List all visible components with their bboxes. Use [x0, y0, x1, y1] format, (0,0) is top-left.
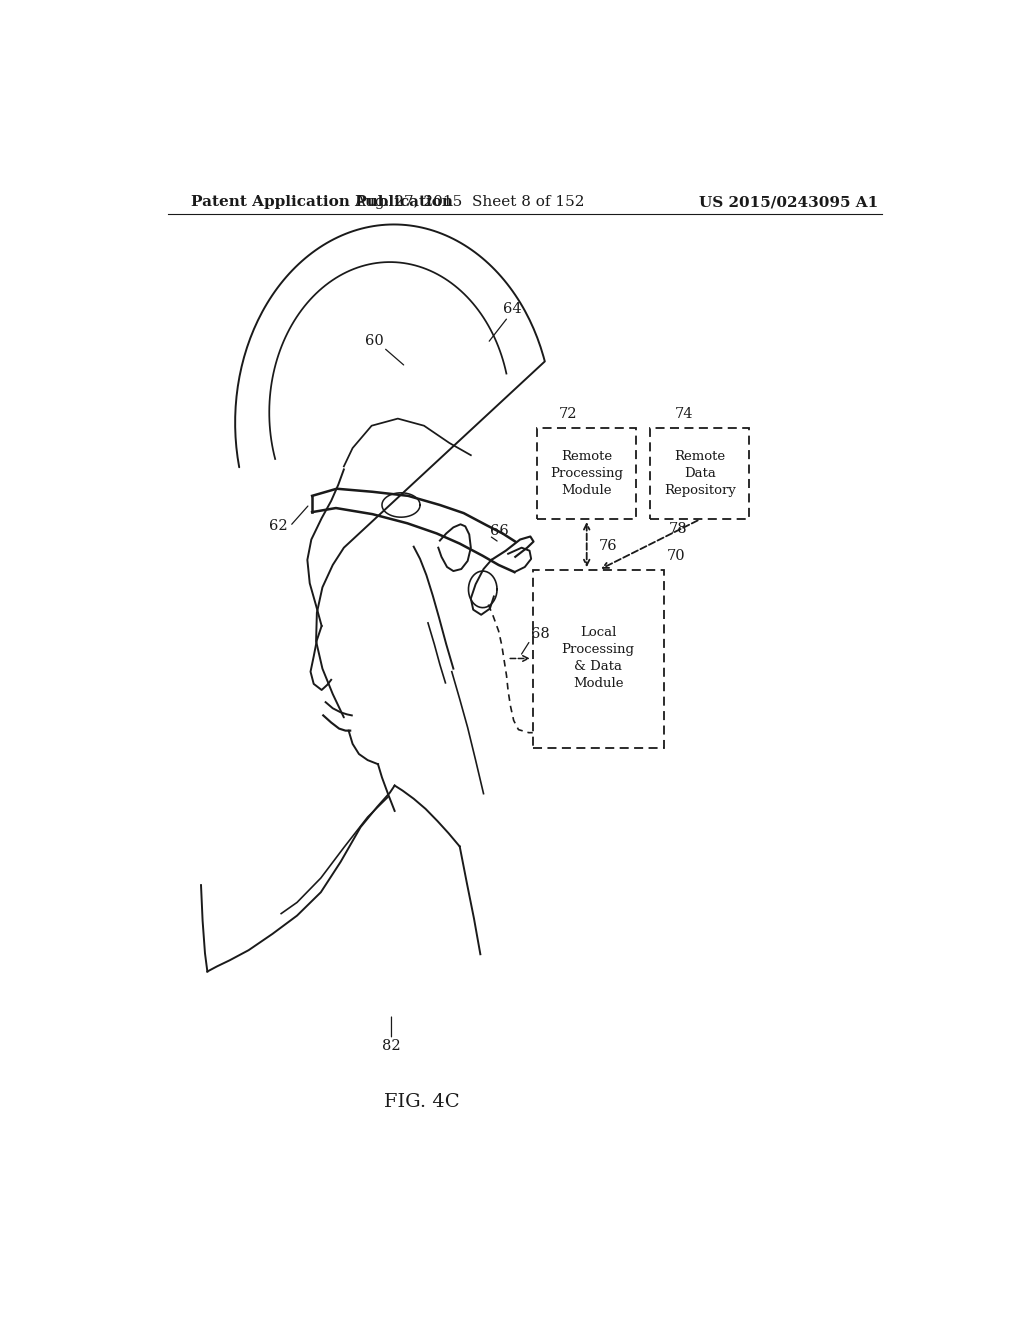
- FancyBboxPatch shape: [537, 428, 636, 519]
- FancyBboxPatch shape: [532, 570, 664, 748]
- FancyBboxPatch shape: [650, 428, 750, 519]
- Text: 72: 72: [559, 407, 578, 421]
- Text: 66: 66: [489, 524, 509, 539]
- Text: Patent Application Publication: Patent Application Publication: [191, 195, 454, 209]
- Text: Remote
Data
Repository: Remote Data Repository: [664, 450, 735, 498]
- Text: Local
Processing
& Data
Module: Local Processing & Data Module: [562, 627, 635, 690]
- Text: 76: 76: [599, 539, 617, 553]
- Text: Aug. 27, 2015  Sheet 8 of 152: Aug. 27, 2015 Sheet 8 of 152: [354, 195, 585, 209]
- Text: 60: 60: [365, 334, 383, 348]
- Text: 78: 78: [670, 523, 688, 536]
- Text: FIG. 4C: FIG. 4C: [384, 1093, 460, 1110]
- Text: 82: 82: [382, 1039, 400, 1053]
- Text: US 2015/0243095 A1: US 2015/0243095 A1: [699, 195, 879, 209]
- Text: 64: 64: [503, 302, 521, 315]
- Text: 62: 62: [269, 519, 288, 533]
- Text: 68: 68: [531, 627, 550, 642]
- Text: Remote
Processing
Module: Remote Processing Module: [550, 450, 623, 498]
- Text: 74: 74: [674, 407, 693, 421]
- Text: 70: 70: [667, 549, 685, 562]
